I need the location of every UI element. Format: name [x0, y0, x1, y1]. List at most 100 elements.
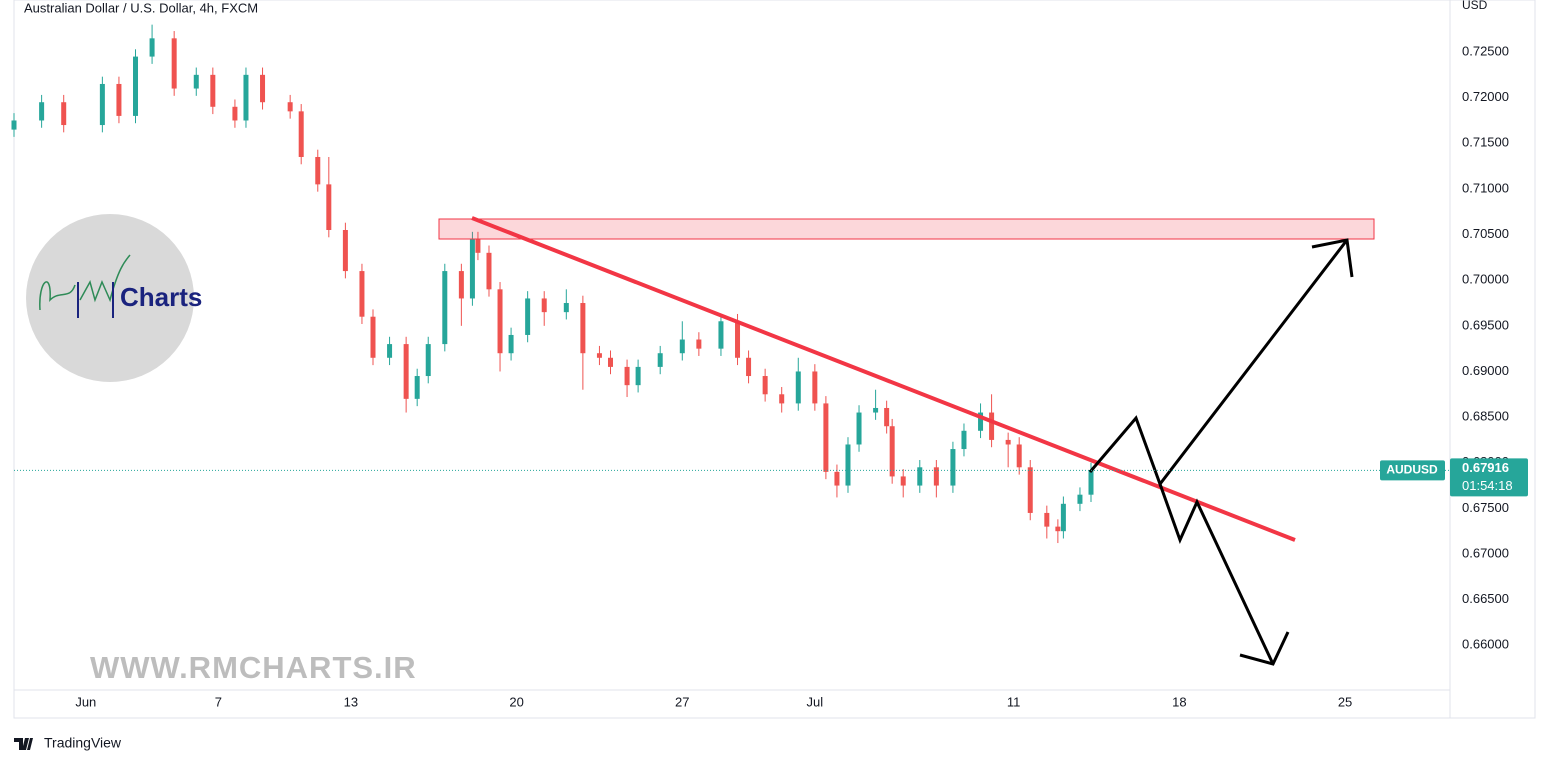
candle-body — [884, 407, 890, 427]
symbol-tag-text: AUDUSD — [1386, 463, 1438, 477]
y-tick-label: 0.70500 — [1462, 226, 1509, 241]
x-tick-label: 20 — [509, 694, 523, 709]
candle-body — [834, 471, 840, 486]
candle-body — [210, 74, 216, 107]
y-tick-label: 0.70000 — [1462, 272, 1509, 287]
candle-body — [458, 271, 464, 299]
candle-body — [696, 339, 702, 349]
y-tick-label: 0.71000 — [1462, 180, 1509, 195]
x-tick-label: 18 — [1172, 694, 1186, 709]
candle-body — [1060, 503, 1066, 532]
candle-body — [425, 344, 431, 377]
candle-body — [1077, 494, 1083, 504]
y-tick-label: 0.69000 — [1462, 363, 1509, 378]
candle-body — [718, 321, 724, 349]
tv-logo — [14, 738, 33, 750]
x-tick-label: Jun — [75, 694, 96, 709]
y-tick-label: 0.66500 — [1462, 591, 1509, 606]
candle-body — [497, 289, 503, 354]
logo: Charts — [26, 214, 202, 382]
x-tick-label: 11 — [1007, 694, 1021, 709]
logo-mark — [39, 254, 131, 311]
candle-body — [171, 38, 177, 89]
candle-body — [1027, 467, 1033, 513]
chart-frame — [13, 0, 1536, 719]
projection-arrow — [1088, 239, 1349, 488]
candle-body — [287, 102, 293, 112]
candle-body — [243, 74, 249, 121]
footer: TradingView — [14, 735, 122, 751]
candle-body — [845, 444, 851, 486]
candle-body — [635, 366, 641, 386]
candle-body — [1044, 512, 1050, 527]
candle-body — [624, 366, 630, 386]
trend-line — [471, 216, 1296, 542]
candle-body — [657, 353, 663, 367]
candle-body — [900, 476, 906, 486]
candle-body — [298, 111, 304, 157]
candle-body — [486, 252, 492, 290]
candle-body — [856, 412, 862, 445]
x-tick-label: Jul — [807, 694, 824, 709]
candle-body — [950, 449, 956, 486]
candle-body — [607, 357, 613, 367]
y-tick-label: 0.69500 — [1462, 317, 1509, 332]
candle-body — [889, 426, 895, 477]
candle-body — [260, 74, 266, 103]
candle-body — [735, 321, 741, 358]
candle-body — [475, 239, 481, 253]
x-tick-label: 27 — [675, 694, 689, 709]
candle-body — [873, 407, 879, 413]
candle-body — [442, 271, 448, 345]
y-tick-label: 0.71500 — [1462, 135, 1509, 150]
candle-body — [116, 83, 122, 116]
candle-body — [679, 339, 685, 354]
candle-body — [795, 371, 801, 404]
candle-body — [11, 120, 17, 130]
chart-title: Australian Dollar / U.S. Dollar, 4h, FXC… — [24, 0, 258, 15]
x-tick-label: 25 — [1338, 694, 1352, 709]
price-tag — [1450, 458, 1528, 497]
y-axis-label: USD — [1462, 0, 1488, 12]
candle-body — [387, 344, 393, 358]
candle-body — [1016, 444, 1022, 468]
countdown-text: 01:54:18 — [1462, 478, 1513, 493]
candle-body — [961, 430, 967, 450]
arrow-head — [1311, 238, 1354, 278]
y-tick-label: 0.68500 — [1462, 409, 1509, 424]
candle-body — [812, 371, 818, 404]
candle-body — [989, 412, 995, 440]
candle-body — [779, 394, 785, 404]
y-tick-label: 0.72500 — [1462, 43, 1509, 58]
candle-body — [193, 74, 199, 89]
candle-body — [232, 106, 238, 121]
candle-body — [469, 239, 475, 299]
candle-body — [61, 102, 67, 126]
candle-body — [359, 271, 365, 317]
y-tick-label: 0.67000 — [1462, 545, 1509, 560]
candle-body — [762, 376, 768, 395]
candle-body — [99, 83, 105, 126]
candle-body — [315, 156, 321, 185]
y-tick-label: 0.66000 — [1462, 637, 1509, 652]
candle-body — [933, 467, 939, 486]
candle-body — [1055, 526, 1061, 532]
candle-body — [508, 334, 514, 354]
y-tick-label: 0.72000 — [1462, 89, 1509, 104]
logo-text: Charts — [120, 282, 202, 312]
candle-body — [149, 38, 155, 57]
candle-body — [525, 298, 531, 335]
candle-body — [541, 298, 547, 313]
candle-body — [403, 344, 409, 399]
candle-body — [39, 102, 45, 121]
symbol-tag — [1380, 460, 1445, 481]
candle-body — [823, 403, 829, 472]
candle-body — [370, 316, 376, 358]
candles — [11, 24, 1094, 544]
candle-body — [414, 376, 420, 399]
x-tick-label: 13 — [344, 694, 358, 709]
x-tick-label: 7 — [215, 694, 222, 709]
candle-body — [1005, 439, 1011, 445]
